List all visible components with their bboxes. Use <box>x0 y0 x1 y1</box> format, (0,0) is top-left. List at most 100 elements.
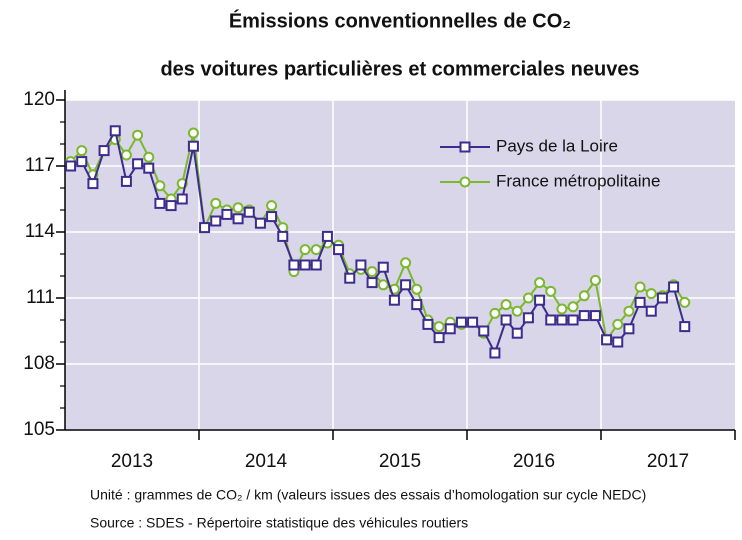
data-point <box>87 178 99 190</box>
data-point <box>433 321 445 333</box>
data-point <box>534 277 546 289</box>
data-point <box>645 305 657 317</box>
y-tick-label: 117 <box>25 155 55 176</box>
y-tick-label: 108 <box>23 353 55 374</box>
data-point <box>578 310 590 322</box>
data-point <box>679 296 691 308</box>
data-point <box>165 200 177 212</box>
data-point <box>243 206 255 218</box>
data-point <box>400 257 412 269</box>
legend-marker <box>459 176 471 188</box>
data-point <box>344 272 356 284</box>
legend-marker <box>459 141 471 153</box>
y-tick-label: 120 <box>23 89 55 110</box>
data-point <box>556 303 568 315</box>
data-point <box>176 193 188 205</box>
data-point <box>433 332 445 344</box>
data-point <box>545 314 557 326</box>
data-point <box>500 299 512 311</box>
data-point <box>534 294 546 306</box>
data-point <box>154 197 166 209</box>
data-point <box>589 310 601 322</box>
data-point <box>109 125 121 137</box>
data-point <box>377 261 389 273</box>
data-point <box>388 294 400 306</box>
data-point <box>522 312 534 324</box>
data-point <box>511 327 523 339</box>
data-point <box>154 180 166 192</box>
data-point <box>522 292 534 304</box>
data-point <box>668 281 680 293</box>
data-point <box>478 325 490 337</box>
data-point <box>589 274 601 286</box>
data-point <box>65 160 77 172</box>
x-tick-label: 2015 <box>379 451 421 472</box>
data-point <box>489 307 501 319</box>
y-tick-label: 114 <box>25 221 56 242</box>
data-point <box>254 217 266 229</box>
data-point <box>333 244 345 256</box>
data-point <box>266 211 278 223</box>
data-point <box>299 259 311 271</box>
data-point <box>210 215 222 227</box>
data-point <box>143 151 155 163</box>
data-point <box>612 318 624 330</box>
data-point <box>199 222 211 234</box>
data-point <box>500 314 512 326</box>
data-point <box>76 156 88 168</box>
data-point <box>623 323 635 335</box>
data-point <box>679 321 691 333</box>
data-point <box>98 145 110 157</box>
data-point <box>277 230 289 242</box>
chart-title: Émissions conventionnelles de CO₂ <box>229 9 571 32</box>
x-tick-label: 2016 <box>513 451 555 472</box>
x-tick-label: 2013 <box>111 451 153 472</box>
data-point <box>578 290 590 302</box>
note: Unité : grammes de CO₂ / km (valeurs iss… <box>90 487 646 503</box>
data-point <box>266 200 278 212</box>
plot-background <box>65 100 735 430</box>
data-point <box>232 202 244 214</box>
data-point <box>310 244 322 256</box>
data-point <box>288 259 300 271</box>
data-point <box>377 279 389 291</box>
data-point <box>310 259 322 271</box>
data-point <box>601 334 613 346</box>
data-point <box>567 314 579 326</box>
data-point <box>210 197 222 209</box>
data-point <box>511 305 523 317</box>
data-point <box>634 281 646 293</box>
data-point <box>187 127 199 139</box>
source: Source : SDES - Répertoire statistique d… <box>90 515 468 531</box>
chart-subtitle: des voitures particulières et commercial… <box>160 58 639 80</box>
data-point <box>132 129 144 141</box>
x-tick-label: 2014 <box>245 451 288 472</box>
y-tick-label: 105 <box>23 419 55 440</box>
data-point <box>567 301 579 313</box>
data-point <box>623 305 635 317</box>
legend-label: France métropolitaine <box>496 171 660 190</box>
data-point <box>366 266 378 278</box>
data-point <box>411 299 423 311</box>
data-point <box>422 318 434 330</box>
data-point <box>556 314 568 326</box>
data-point <box>221 208 233 220</box>
data-point <box>634 296 646 308</box>
y-tick-label: 111 <box>26 287 55 308</box>
legend-label: Pays de la Loire <box>496 136 618 155</box>
data-point <box>545 285 557 297</box>
data-point <box>400 279 412 291</box>
x-tick-label: 2017 <box>647 451 689 472</box>
data-point <box>120 149 132 161</box>
data-point <box>444 323 456 335</box>
data-point <box>120 175 132 187</box>
data-point <box>612 336 624 348</box>
data-point <box>321 230 333 242</box>
data-point <box>355 259 367 271</box>
data-point <box>467 316 479 328</box>
data-point <box>455 316 467 328</box>
data-point <box>132 158 144 170</box>
data-point <box>232 213 244 225</box>
data-point <box>187 140 199 152</box>
